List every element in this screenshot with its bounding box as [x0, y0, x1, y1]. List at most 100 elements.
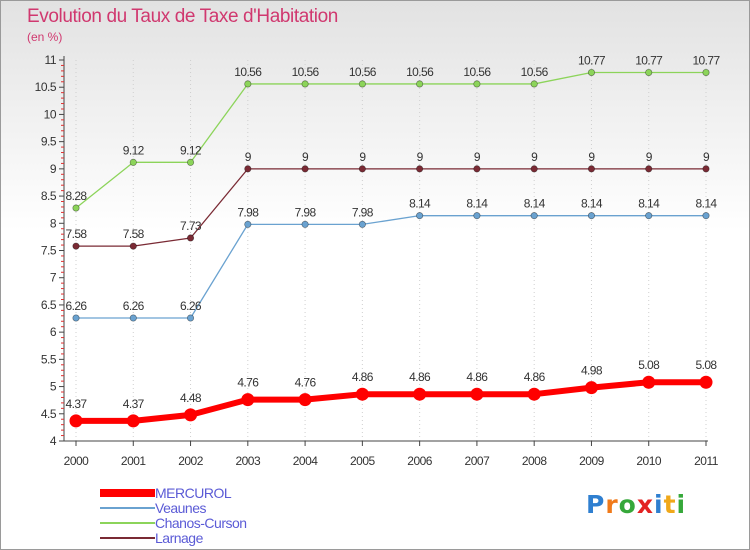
data-point — [645, 165, 653, 173]
x-tick-label: 2005 — [350, 454, 376, 468]
data-point — [244, 80, 252, 88]
data-label: 7.73 — [180, 219, 202, 233]
data-point — [301, 165, 309, 173]
x-tick-label: 2004 — [293, 454, 319, 468]
data-label: 7.58 — [66, 227, 88, 241]
legend-swatch — [100, 507, 155, 509]
proxiti-logo: Proxiti — [586, 490, 686, 519]
data-point — [72, 204, 80, 212]
series-line-larnage — [76, 168, 706, 247]
y-tick-label: 8 — [50, 216, 57, 230]
legend-swatch — [100, 537, 155, 539]
data-label: 10.56 — [406, 65, 434, 79]
data-label: 4.86 — [352, 370, 374, 384]
y-tick-label: 4.5 — [41, 407, 57, 421]
data-point — [530, 165, 538, 173]
logo-letter: i — [676, 490, 687, 519]
x-tick-label: 2002 — [178, 454, 204, 468]
data-point — [584, 381, 598, 395]
y-tick-label: 6 — [50, 325, 57, 339]
data-label: 7.98 — [295, 205, 317, 219]
data-point — [702, 68, 710, 77]
data-point — [129, 158, 137, 166]
data-label: 10.77 — [578, 54, 606, 68]
data-point — [358, 165, 366, 173]
y-tick-label: 4 — [50, 434, 57, 448]
x-tick-label: 2000 — [64, 454, 90, 468]
data-point — [645, 68, 653, 77]
y-tick-label: 10.5 — [35, 80, 57, 94]
x-tick-label: 2003 — [235, 454, 261, 468]
y-tick-label: 7.5 — [41, 244, 57, 258]
data-point — [358, 220, 366, 228]
logo-letter: r — [605, 490, 619, 519]
data-label: 9.12 — [123, 143, 145, 157]
data-point — [702, 165, 710, 173]
data-point — [186, 234, 195, 242]
data-point — [587, 68, 596, 77]
data-point — [244, 165, 252, 173]
data-point — [244, 220, 252, 228]
y-tick-label: 5 — [50, 380, 57, 394]
chart-unit-subtitle: (en %) — [27, 30, 63, 44]
legend-label: Chanos-Curson — [155, 515, 247, 531]
x-tick-label: 2008 — [522, 454, 548, 468]
data-point — [527, 387, 541, 401]
data-point — [473, 212, 481, 220]
data-point — [186, 314, 195, 322]
y-tick-label: 5.5 — [41, 352, 57, 366]
y-tick-label: 7 — [50, 271, 57, 285]
data-point — [587, 165, 596, 173]
data-point — [72, 314, 80, 322]
data-point — [358, 80, 366, 88]
data-label: 7.98 — [352, 205, 374, 219]
logo-letter: P — [586, 490, 606, 519]
data-point — [72, 242, 80, 250]
data-point — [301, 220, 309, 228]
legend-swatch — [100, 522, 155, 524]
data-label: 9 — [417, 150, 424, 164]
data-point — [129, 242, 137, 250]
data-point — [642, 375, 656, 389]
data-point — [186, 158, 195, 166]
data-label: 8.14 — [638, 197, 660, 211]
data-label: 6.26 — [66, 299, 88, 313]
data-point — [298, 393, 312, 407]
data-label: 8.14 — [696, 197, 718, 211]
data-point — [416, 80, 424, 88]
data-label: 10.77 — [692, 54, 720, 68]
data-label: 7.58 — [123, 227, 145, 241]
data-label: 4.48 — [180, 391, 202, 405]
data-label: 4.86 — [524, 370, 546, 384]
data-point — [69, 414, 83, 428]
data-point — [587, 212, 596, 220]
data-point — [413, 387, 427, 401]
logo-letter: o — [618, 490, 637, 519]
data-point — [184, 408, 198, 422]
y-tick-label: 6.5 — [41, 298, 57, 312]
data-label: 4.86 — [466, 370, 488, 384]
data-label: 8.14 — [581, 197, 603, 211]
series-line-chanos-curson — [75, 71, 706, 209]
data-label: 4.37 — [123, 397, 145, 411]
data-point — [473, 165, 481, 173]
data-label: 4.76 — [295, 376, 317, 390]
data-label: 9 — [302, 150, 309, 164]
chart-title: Evolution du Taux de Taxe d'Habitation — [27, 6, 338, 27]
data-label: 10.56 — [234, 65, 262, 79]
x-tick-label: 2007 — [465, 454, 491, 468]
x-tick-label: 2011 — [694, 454, 719, 468]
y-tick-label: 8.5 — [41, 189, 57, 203]
data-label: 8.14 — [524, 197, 546, 211]
legend-swatch — [100, 489, 155, 497]
data-label: 10.56 — [521, 65, 549, 79]
x-tick-label: 2006 — [407, 454, 433, 468]
data-label: 9 — [474, 150, 481, 164]
y-tick-label: 9.5 — [41, 135, 57, 149]
data-label: 10.77 — [635, 54, 663, 68]
data-label: 5.08 — [696, 358, 718, 372]
data-label: 8.14 — [466, 197, 488, 211]
legend-label: MERCUROL — [155, 485, 232, 501]
